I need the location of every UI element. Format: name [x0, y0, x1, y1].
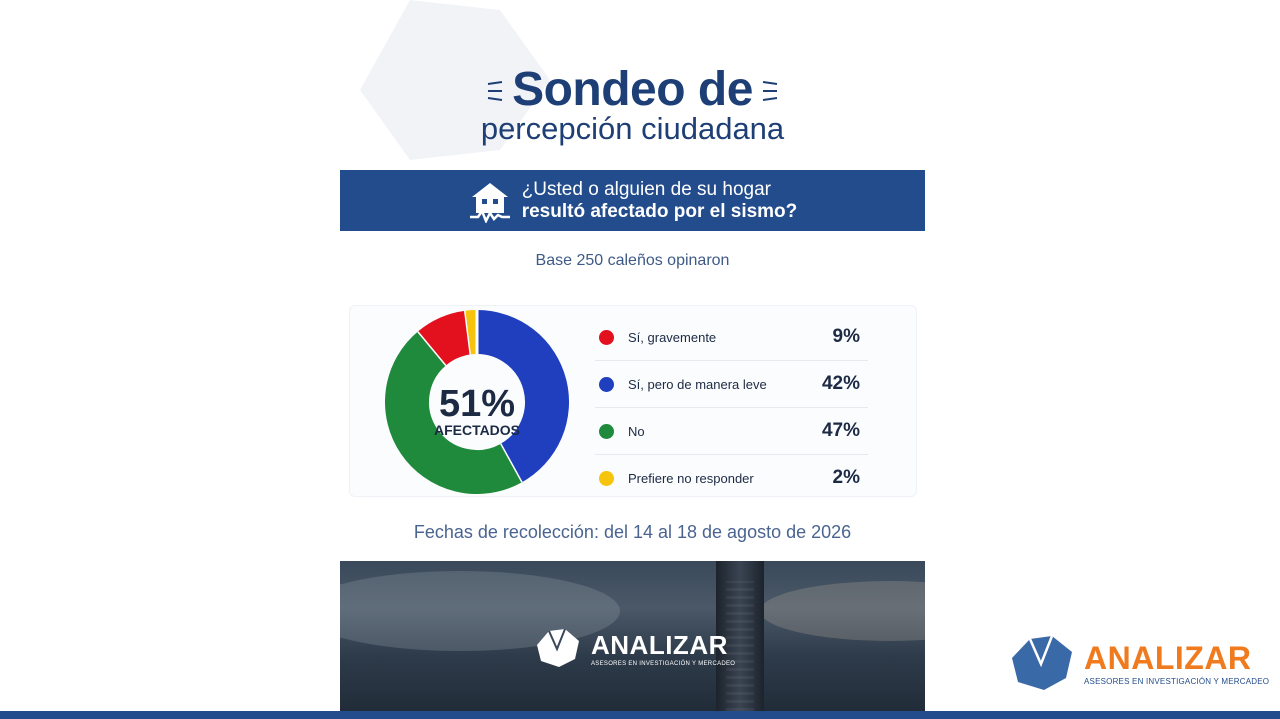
legend-label: Sí, gravemente — [628, 329, 717, 345]
legend-swatch — [599, 376, 614, 392]
corner-brand-logo: ANALIZAR ASESORES EN INVESTIGACIÓN Y MER… — [1010, 636, 1269, 692]
decorative-lines-right-icon — [762, 81, 778, 101]
city-photo: ANALIZAR ASESORES EN INVESTIGACIÓN Y MER… — [340, 561, 925, 719]
title-line1-text: Sondeo de — [512, 63, 753, 116]
donut-chart: 51% AFECTADOS — [385, 310, 569, 494]
legend-value: 47% — [821, 420, 860, 441]
donut-center-label: AFECTADOS — [434, 422, 520, 438]
legend-row: Sí, gravemente 9% — [595, 314, 868, 361]
legend-swatch — [599, 423, 614, 439]
legend-value: 9% — [832, 326, 860, 347]
legend-label: Sí, pero de manera leve — [628, 376, 767, 392]
header: Sondeo de percepción ciudadana — [340, 62, 925, 146]
sample-base-text: Base 250 caleños opinaron — [535, 252, 730, 269]
cloud-shape — [760, 581, 925, 641]
donut-segment-s-pero-de-manera-leve — [476, 310, 569, 483]
results-card: 51% AFECTADOS Sí, gravemente 9% Sí, pero d… — [349, 305, 917, 497]
legend-row: Prefiere no responder 2% — [595, 455, 868, 501]
corner-brand-tagline: ASESORES EN INVESTIGACIÓN Y MERCADEO — [1084, 677, 1270, 686]
legend-row: Sí, pero de manera leve 42% — [595, 361, 868, 408]
background-decoration-icon — [360, 0, 550, 160]
house-crack-icon — [469, 182, 510, 223]
question-banner: ¿Usted o alguien de su hogar resultó afe… — [340, 170, 925, 231]
donut-center-value: 51% — [439, 383, 515, 425]
decorative-lines-left-icon — [487, 81, 503, 101]
legend-row: No 47% — [595, 408, 868, 455]
legend-swatch — [599, 329, 614, 345]
donut-segment-s-gravemente — [418, 310, 472, 366]
page-subtitle: percepción ciudadana — [480, 111, 785, 146]
collection-dates: Fechas de recolección: del 14 al 18 de a… — [413, 522, 852, 542]
donut-segment-no — [385, 331, 522, 494]
page-title: Sondeo de — [487, 62, 778, 118]
question-line2: resultó afectado por el sismo? — [521, 200, 798, 222]
legend: Sí, gravemente 9% Sí, pero de manera leve 4… — [595, 314, 868, 501]
tower-windows — [726, 581, 754, 719]
legend-value: 2% — [832, 467, 860, 488]
legend-swatch — [599, 470, 614, 486]
photo-brand-tagline: ASESORES EN INVESTIGACIÓN Y MERCADEO — [591, 660, 736, 667]
faceted-polygon-logo-icon — [537, 629, 579, 667]
bottom-accent-bar — [0, 711, 1280, 719]
tower-building — [716, 561, 764, 719]
legend-label: No — [628, 423, 645, 439]
photo-brand-logo: ANALIZAR ASESORES EN INVESTIGACIÓN Y MER… — [535, 629, 735, 669]
legend-value: 42% — [821, 373, 860, 394]
corner-brand-name: ANALIZAR — [1084, 640, 1252, 676]
question-line1: ¿Usted o alguien de su hogar — [521, 178, 771, 200]
photo-brand-name: ANALIZAR — [591, 629, 728, 660]
legend-label: Prefiere no responder — [628, 470, 754, 486]
faceted-polygon-logo-icon — [1012, 636, 1072, 690]
